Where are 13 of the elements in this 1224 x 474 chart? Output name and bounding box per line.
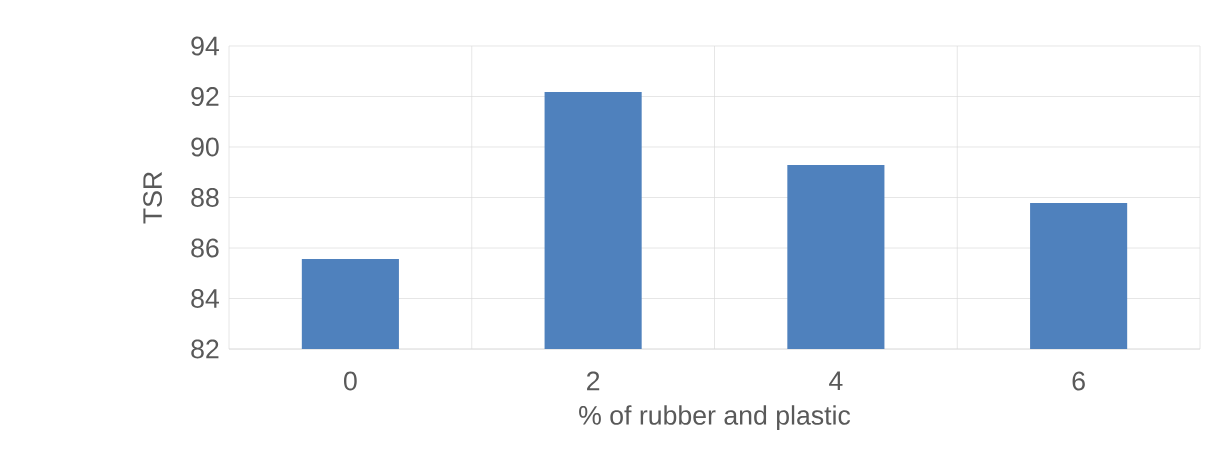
- y-axis-title: TSR: [143, 172, 163, 224]
- x-tick-label: 4: [829, 371, 843, 390]
- x-tick-label: 0: [344, 371, 357, 391]
- x-tick-label: 2: [587, 371, 600, 391]
- x-axis-title: % of rubber and plastic: [579, 405, 851, 431]
- y-tick-label: 82: [191, 339, 219, 359]
- y-tick-label: 88: [191, 188, 219, 207]
- y-tick-label: 84: [191, 289, 219, 308]
- x-tick-label: 6: [1072, 371, 1085, 391]
- y-tick-label: 86: [191, 238, 219, 258]
- y-tick-label: 94: [191, 36, 219, 56]
- y-tick-label: 92: [191, 87, 219, 106]
- y-tick-label: 90: [191, 137, 219, 157]
